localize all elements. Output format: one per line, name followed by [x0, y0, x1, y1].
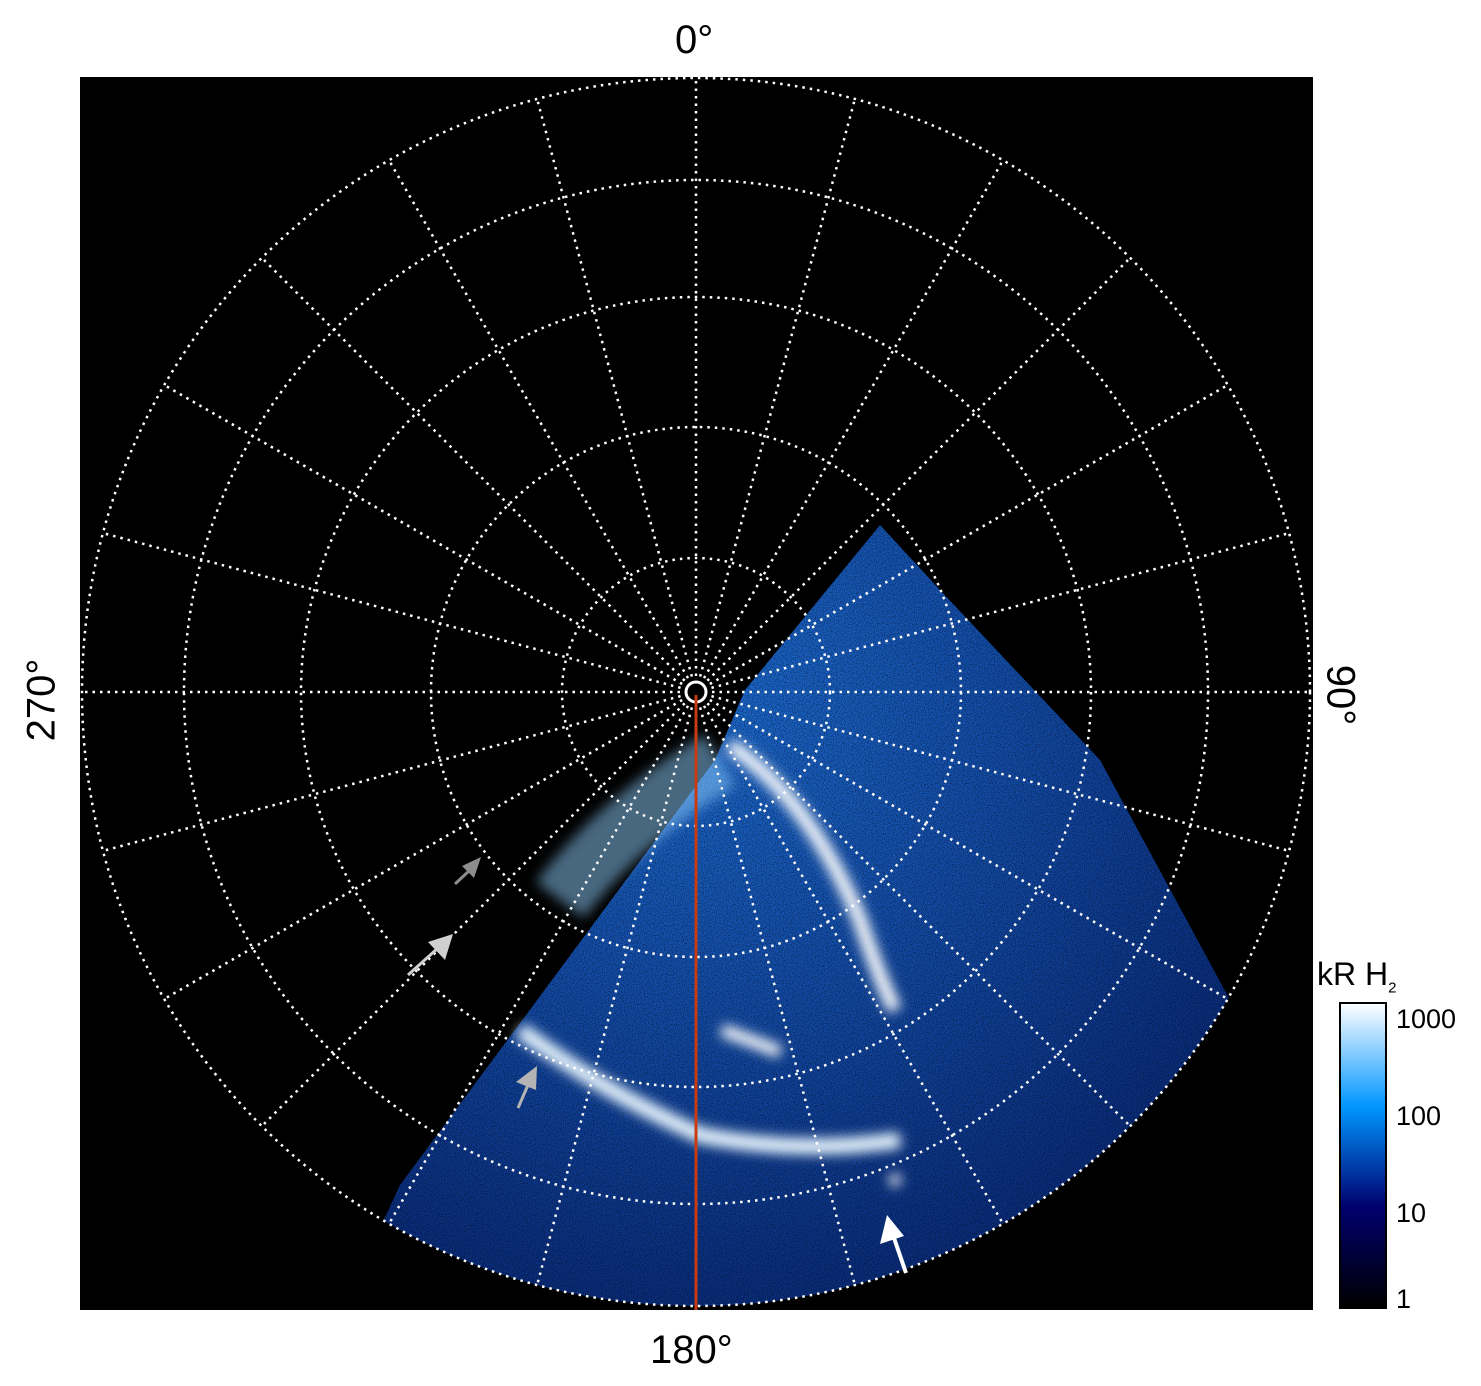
longitude-line	[102, 694, 681, 853]
aurora-emission	[300, 525, 1310, 1306]
colorbar-tick: 1000	[1396, 1004, 1457, 1034]
arrow-icon	[453, 857, 481, 886]
angle-label-270: 270°	[19, 658, 64, 742]
longitude-line	[709, 698, 1229, 1001]
arrow-icon	[516, 1066, 537, 1109]
colorbar-tick: 1	[1396, 1284, 1412, 1314]
longitude-line	[711, 694, 1290, 853]
colorbar-tick: 10	[1396, 1198, 1427, 1228]
longitude-line	[535, 707, 694, 1286]
colorbar-tick: 100	[1396, 1101, 1442, 1131]
longitude-line	[702, 705, 1005, 1225]
longitude-line	[706, 256, 1132, 682]
longitude-line	[260, 256, 686, 682]
colorbar-unit: kR H	[1317, 956, 1389, 992]
colorbar-title: kR H2	[1317, 958, 1396, 995]
angle-label-0: 0°	[675, 18, 714, 62]
longitude-line	[711, 531, 1290, 690]
longitude-line	[702, 159, 1005, 679]
colorbar	[1339, 1002, 1387, 1309]
longitude-line	[163, 698, 683, 1001]
longitude-line	[163, 383, 683, 686]
angle-label-90: 90°	[1318, 664, 1363, 726]
longitude-line	[102, 531, 681, 690]
longitude-line	[706, 702, 1132, 1128]
colorbar-subscript: 2	[1388, 979, 1397, 997]
arrow-icon	[880, 1215, 908, 1274]
angle-label-180: 180°	[650, 1328, 733, 1372]
latitude-circle	[80, 76, 1312, 1308]
longitude-line	[387, 159, 690, 679]
longitude-line	[535, 98, 694, 677]
latitude-circle	[299, 295, 1093, 1089]
longitude-line	[698, 707, 857, 1286]
arrow-icon	[406, 934, 453, 977]
longitude-line	[698, 98, 857, 677]
longitude-line	[709, 383, 1229, 686]
longitude-line	[260, 702, 686, 1128]
longitude-line	[387, 705, 690, 1225]
arrow-markers	[406, 857, 908, 1274]
